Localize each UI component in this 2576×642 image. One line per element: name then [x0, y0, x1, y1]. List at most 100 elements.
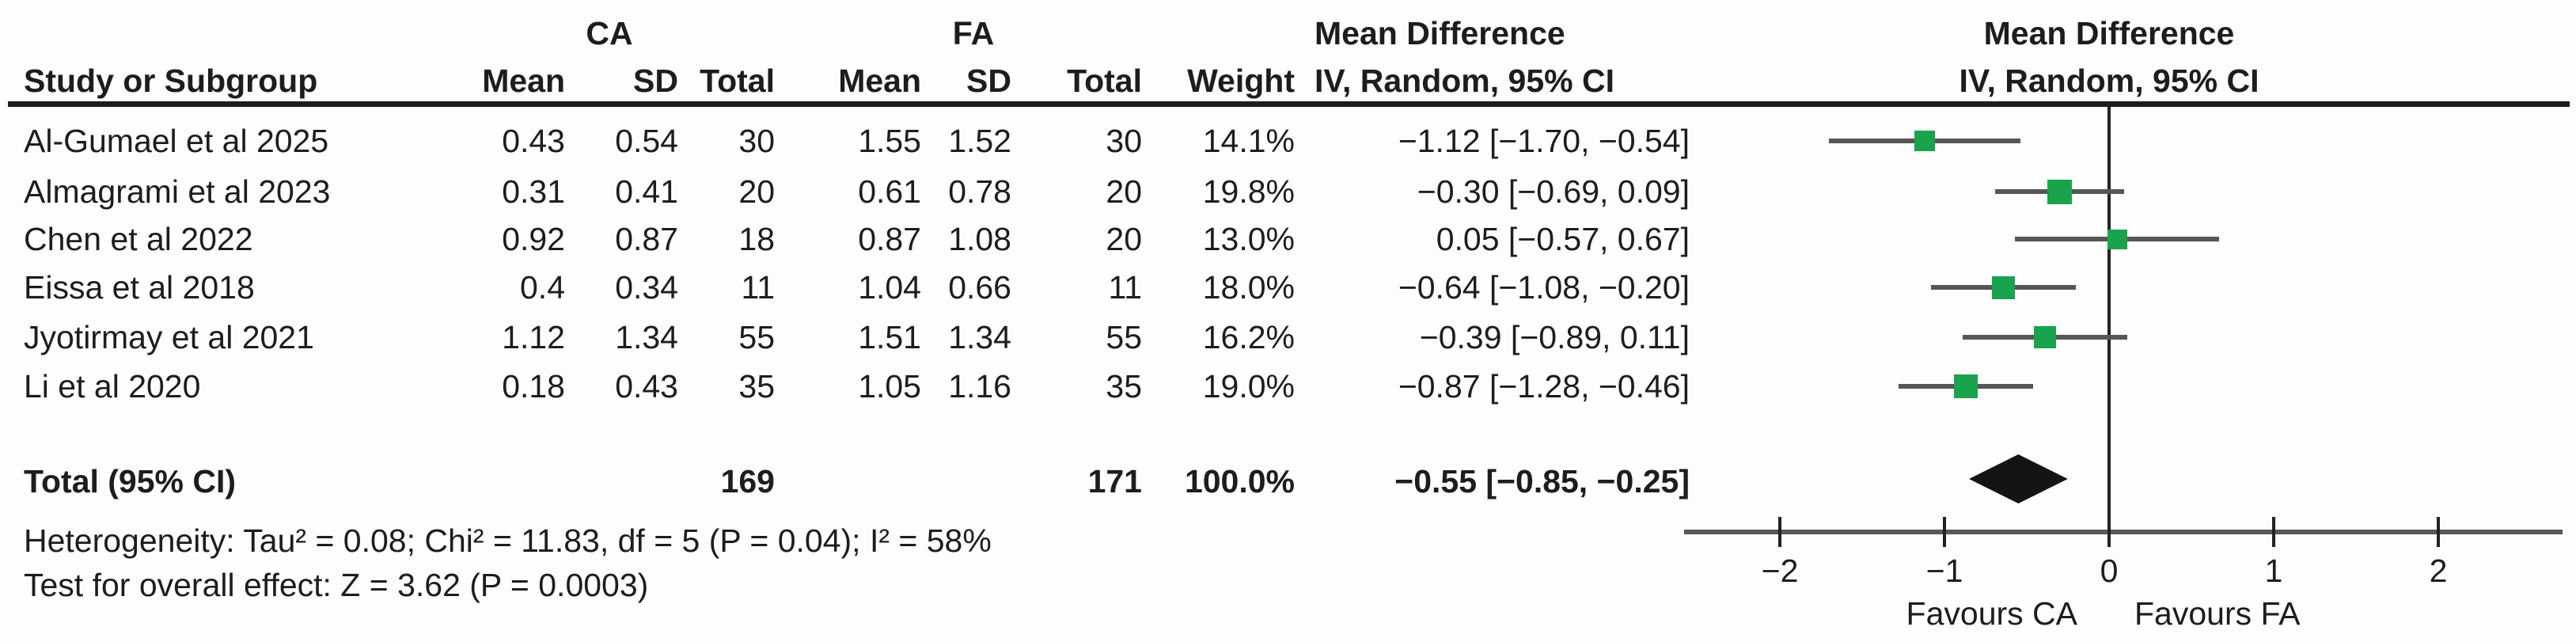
x-axis-tick-label: 1 — [2264, 553, 2283, 589]
effect-marker — [2107, 229, 2127, 249]
weight: 19.8% — [1202, 173, 1295, 210]
x-axis-tick-label: 2 — [2429, 553, 2448, 589]
x-axis-tick — [2272, 517, 2275, 547]
study-row: Li et al 2020 0.18 0.43 35 1.05 1.16 35 19.0% −0… — [0, 362, 2576, 411]
total-row: Total (95% CI) 169 171 100.0% −0.55 [−0.… — [0, 457, 2576, 506]
study-row: Almagrami et al 2023 0.31 0.41 20 0.61 0.78 20… — [0, 167, 2576, 216]
zero-line — [2107, 107, 2111, 535]
fa-total: 55 — [1106, 319, 1142, 355]
study-row: Jyotirmay et al 2021 1.12 1.34 55 1.51 1.34 55… — [0, 313, 2576, 362]
fa-total: 11 — [1108, 269, 1142, 306]
ca-sd: 1.34 — [615, 319, 678, 355]
x-axis-tick — [2107, 517, 2111, 547]
md-value: −0.39 [−0.89, 0.11] — [1419, 319, 1690, 355]
ca-sd: 0.54 — [615, 123, 678, 159]
fa-sd: 0.66 — [948, 269, 1011, 306]
x-axis-tick — [1778, 517, 1781, 547]
study-row: Eissa et al 2018 0.4 0.34 11 1.04 0.66 11 18.0%… — [0, 263, 2576, 312]
effect-marker — [1914, 131, 1936, 151]
col-header-fa-mean: Mean — [838, 63, 921, 99]
study-name: Almagrami et al 2023 — [24, 173, 331, 210]
col-header-ca-total: Total — [700, 63, 775, 99]
study-name: Chen et al 2022 — [24, 221, 253, 257]
md-column-header-subtitle: IV, Random, 95% CI — [1315, 63, 1614, 99]
ca-mean: 0.92 — [502, 221, 565, 257]
x-axis-tick — [1943, 517, 1946, 547]
favours-fa-label: Favours FA — [2134, 595, 2301, 632]
study-row: Al-Gumael et al 2025 0.43 0.54 30 1.55 1.52 30… — [0, 116, 2576, 165]
x-axis-tick — [2437, 517, 2440, 547]
fa-mean: 1.51 — [858, 319, 921, 355]
ca-total: 11 — [741, 269, 775, 306]
favours-ca-label: Favours CA — [1906, 595, 2077, 632]
ca-total: 35 — [738, 368, 775, 405]
fa-mean: 0.87 — [858, 221, 921, 257]
group-header-fa: FA — [952, 15, 995, 51]
fa-total: 35 — [1106, 368, 1142, 405]
md-value: −0.30 [−0.69, 0.09] — [1417, 173, 1690, 210]
ca-mean: 0.18 — [502, 368, 565, 405]
effect-marker — [2047, 179, 2073, 204]
col-header-ca-mean: Mean — [482, 63, 565, 99]
fa-sd: 0.78 — [948, 173, 1011, 210]
fa-sd: 1.52 — [948, 123, 1011, 159]
ca-total: 55 — [738, 319, 775, 355]
col-header-study: Study or Subgroup — [24, 63, 318, 99]
ca-sd: 0.43 — [615, 368, 678, 405]
total-fa-total: 171 — [1087, 463, 1142, 500]
group-header-ca: CA — [586, 15, 633, 51]
md-value: −0.64 [−1.08, −0.20] — [1398, 269, 1690, 306]
ca-total: 18 — [738, 221, 775, 257]
plot-header-title: Mean Difference — [1983, 15, 2235, 51]
fa-total: 20 — [1106, 173, 1142, 210]
study-name: Eissa et al 2018 — [24, 269, 255, 306]
fa-mean: 0.61 — [858, 173, 921, 210]
col-header-fa-total: Total — [1067, 63, 1142, 99]
md-value: 0.05 [−0.57, 0.67] — [1436, 221, 1690, 257]
weight: 19.0% — [1202, 368, 1295, 405]
md-column-header-title: Mean Difference — [1315, 15, 1565, 51]
effect-marker — [1992, 275, 2016, 299]
study-name: Jyotirmay et al 2021 — [24, 319, 314, 355]
x-axis-tick-label: −1 — [1925, 553, 1963, 589]
fa-total: 30 — [1106, 123, 1142, 159]
effect-marker — [2033, 326, 2056, 348]
study-row: Chen et al 2022 0.92 0.87 18 0.87 1.08 20 13.0%… — [0, 215, 2576, 264]
effect-marker — [1954, 374, 1978, 398]
ca-sd: 0.34 — [615, 269, 678, 306]
overall-effect-note: Test for overall effect: Z = 3.62 (P = 0… — [24, 567, 649, 603]
md-value: −0.87 [−1.28, −0.46] — [1398, 368, 1690, 405]
total-label: Total (95% CI) — [24, 463, 237, 500]
pooled-effect-diamond — [1969, 454, 2068, 503]
col-header-ca-sd: SD — [633, 63, 678, 99]
weight: 14.1% — [1202, 123, 1295, 159]
weight: 16.2% — [1202, 319, 1295, 355]
ca-mean: 1.12 — [502, 319, 565, 355]
ca-total: 20 — [738, 173, 775, 210]
md-value: −1.12 [−1.70, −0.54] — [1398, 123, 1690, 159]
total-weight: 100.0% — [1184, 463, 1295, 500]
col-header-fa-sd: SD — [966, 63, 1011, 99]
total-md-value: −0.55 [−0.85, −0.25] — [1394, 463, 1690, 500]
x-axis-line — [1684, 530, 2563, 534]
header-rule — [8, 101, 2570, 107]
fa-mean: 1.55 — [858, 123, 921, 159]
pooled-effect-diamond-shape — [1969, 454, 2068, 503]
ca-total: 30 — [738, 123, 775, 159]
heterogeneity-note: Heterogeneity: Tau² = 0.08; Chi² = 11.83… — [24, 522, 992, 559]
weight: 13.0% — [1202, 221, 1295, 257]
ca-sd: 0.87 — [615, 221, 678, 257]
x-axis-tick-label: 0 — [2100, 553, 2119, 589]
ca-mean: 0.31 — [502, 173, 565, 210]
fa-sd: 1.08 — [948, 221, 1011, 257]
col-header-weight: Weight — [1187, 63, 1295, 99]
ca-mean: 0.4 — [520, 269, 565, 306]
study-name: Al-Gumael et al 2025 — [24, 123, 329, 159]
fa-mean: 1.05 — [858, 368, 921, 405]
fa-mean: 1.04 — [858, 269, 921, 306]
plot-header-subtitle: IV, Random, 95% CI — [1959, 63, 2259, 99]
ca-sd: 0.41 — [615, 173, 678, 210]
ca-mean: 0.43 — [502, 123, 565, 159]
